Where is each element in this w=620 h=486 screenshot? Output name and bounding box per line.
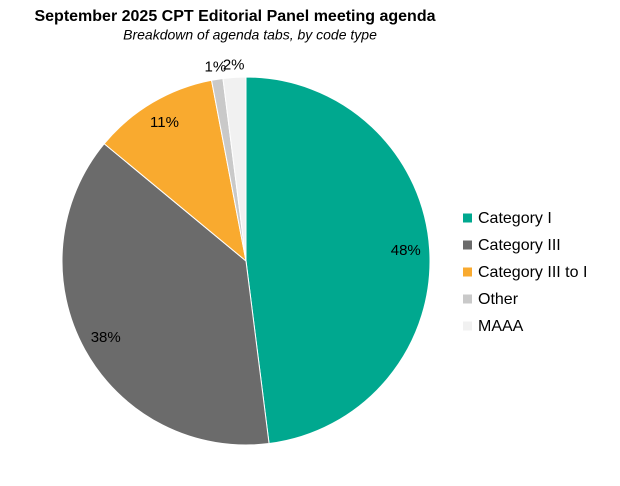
legend-swatch [463,240,472,250]
legend-swatch [463,267,472,277]
data-label: 11% [150,114,179,131]
data-label: 48% [391,242,421,259]
chart-subtitle: Breakdown of agenda tabs, by code type [123,27,377,43]
legend-label: Category III to I [478,264,587,281]
data-label: 38% [91,329,121,346]
chart-title: September 2025 CPT Editorial Panel meeti… [34,8,435,25]
legend-label: Category I [478,210,552,227]
legend-swatch [463,321,472,331]
pie-slice [61,143,270,446]
legend-swatch [463,213,472,223]
pie-slice [222,76,247,262]
legend-label: Category III [478,237,561,254]
pie-slice [103,79,247,263]
legend-label: MAAA [478,318,524,335]
data-label: 2% [223,56,245,73]
legend-swatch [463,294,472,304]
pie-slice [245,76,431,445]
data-label: 1% [204,58,226,75]
legend-label: Other [478,291,519,308]
